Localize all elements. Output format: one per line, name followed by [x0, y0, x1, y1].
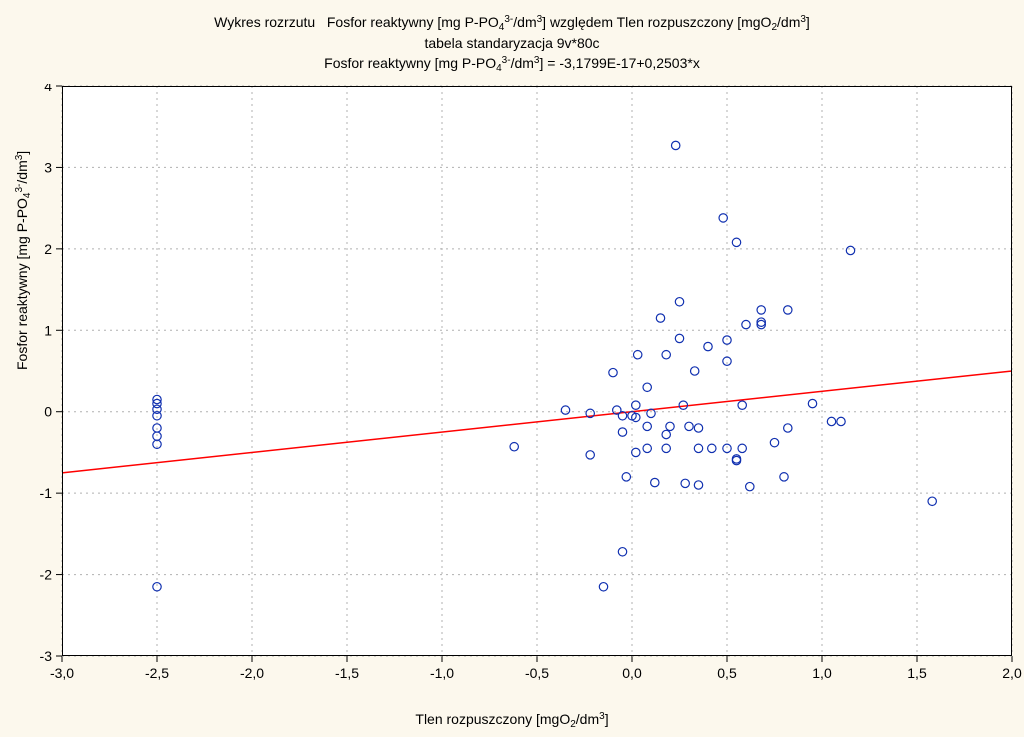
svg-text:-0,5: -0,5 — [525, 665, 549, 681]
svg-text:-2,0: -2,0 — [240, 665, 264, 681]
chart-subtitle: tabela standaryzacja 9v*80c — [0, 33, 1024, 53]
svg-text:0,0: 0,0 — [622, 665, 642, 681]
plot-svg: -3,0 -2,5 -2,0 -1,5 -1,0 -0,5 0,0 0,5 1,0 1,5 2,0 -… — [22, 84, 1022, 694]
svg-text:-2,5: -2,5 — [145, 665, 169, 681]
scatter-plot: -3,0-2,5-2,0-1,5-1,0-0,50,00,51,01,52,0-… — [62, 86, 1012, 656]
svg-text:-3,0: -3,0 — [50, 665, 74, 681]
svg-text:1,0: 1,0 — [812, 665, 832, 681]
chart-title: Wykres rozrzutu Fosfor reaktywny [mg P-P… — [0, 0, 1024, 73]
svg-text:1: 1 — [44, 322, 52, 338]
svg-text:2: 2 — [44, 241, 52, 257]
x-axis-label: Tlen rozpuszczony [mgO2/dm3] — [0, 711, 1024, 727]
svg-text:-1,0: -1,0 — [430, 665, 454, 681]
svg-text:0: 0 — [44, 404, 52, 420]
svg-text:3: 3 — [44, 159, 52, 175]
svg-text:-2: -2 — [40, 567, 53, 583]
y-axis-label: Fosfor reaktywny [mg P-PO43-/dm3] — [14, 151, 30, 370]
svg-text:2,0: 2,0 — [1002, 665, 1022, 681]
svg-text:4: 4 — [44, 84, 52, 94]
svg-text:-1: -1 — [40, 485, 53, 501]
svg-text:-3: -3 — [40, 648, 53, 664]
svg-text:1,5: 1,5 — [907, 665, 927, 681]
svg-text:0,5: 0,5 — [717, 665, 737, 681]
svg-text:-1,5: -1,5 — [335, 665, 359, 681]
